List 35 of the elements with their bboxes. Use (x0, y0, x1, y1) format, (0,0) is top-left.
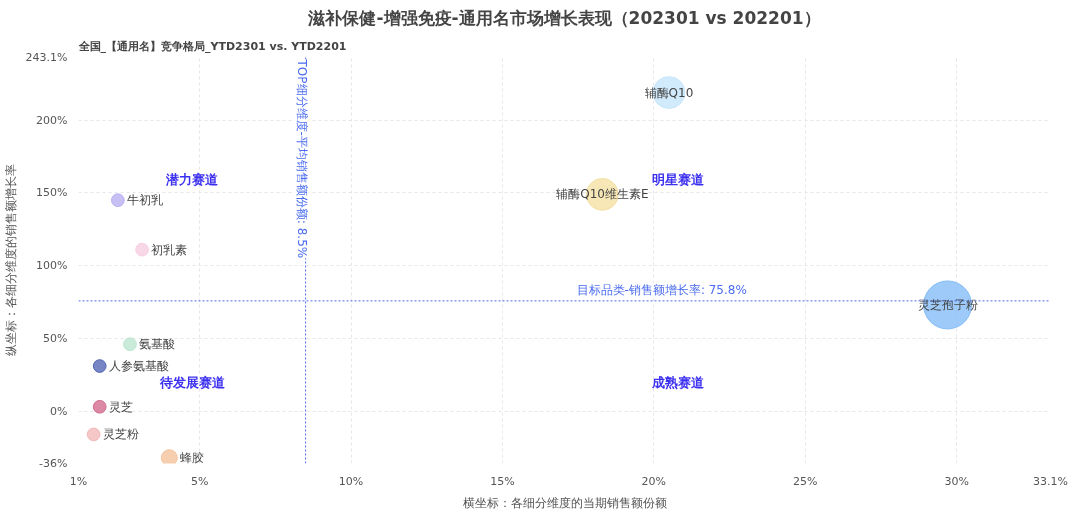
series-label: 灵芝孢子粉 (917, 297, 978, 312)
y-tick-label: 200% (36, 113, 68, 127)
series-label: 辅酶Q10 (644, 85, 694, 100)
x-tick-label: 1% (69, 474, 88, 488)
x-tick-label: 30% (944, 474, 969, 488)
ref-line-label: TOP细分维度-平均销售额份额: 8.5% (294, 58, 309, 259)
y-tick-label: 100% (36, 259, 68, 273)
x-tick-label: 20% (641, 474, 667, 488)
ref-line-label: 目标品类-销售额增长率: 75.8% (576, 282, 747, 297)
x-tick-label: 33.1% (1033, 474, 1068, 488)
chart-subtitle: 全国_【通用名】竞争格局_YTD2301 vs. YTD2201 (77, 39, 347, 53)
x-tick-label: 25% (793, 474, 818, 488)
series-label: 蜂胶 (180, 450, 205, 465)
y-tick-label: -36% (39, 457, 68, 470)
x-tick-label: 15% (490, 474, 515, 488)
series-label: 辅酶Q10维生素E (556, 187, 649, 202)
x-axis-title: 横坐标：各细分维度的当期销售额份额 (462, 495, 667, 510)
series-label: 人参氨基酸 (109, 359, 170, 374)
series-label: 灵芝 (109, 399, 134, 414)
y-tick-label: 0% (50, 404, 68, 418)
series-label: 灵芝粉 (102, 427, 139, 442)
series-label: 牛初乳 (127, 193, 164, 208)
y-axis-title: 纵坐标：各细分维度的销售额增长率 (3, 164, 18, 357)
annotation: 潜力赛道 (165, 171, 220, 187)
annotation: 成熟赛道 (651, 374, 706, 390)
y-tick-label: 50% (43, 331, 68, 345)
x-tick-label: 5% (190, 474, 209, 488)
y-tick-label: 150% (36, 186, 68, 200)
annotation: 明星赛道 (652, 171, 706, 187)
y-tick-label: 243.1% (25, 51, 68, 64)
chart-title: 滋补保健-增强免疫-通用名市场增长表现（202301 vs 202201） (307, 7, 821, 28)
x-tick-label: 10% (338, 474, 364, 488)
annotation: 待发展赛道 (158, 374, 226, 390)
series-label: 初乳素 (151, 242, 188, 257)
series-label: 氨基酸 (139, 337, 176, 352)
